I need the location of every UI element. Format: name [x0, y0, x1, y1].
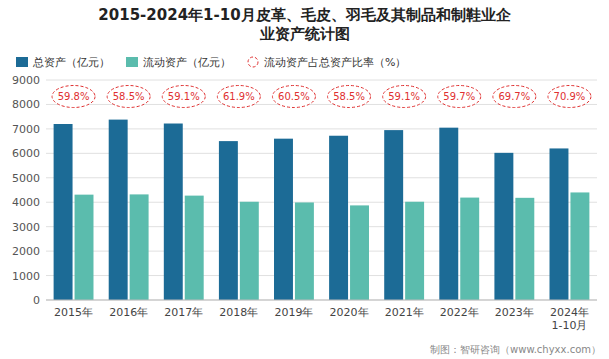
data-labels: 59.8% 58.5% 59.1% 61.9% 60.5% 58.5% 59.1% 59.7%…	[52, 86, 591, 108]
ratio-marker	[217, 86, 260, 108]
ratio-marker	[162, 86, 205, 108]
grid-line	[46, 300, 597, 301]
data-label: 61.9%	[223, 91, 255, 102]
bar	[219, 141, 238, 300]
bar	[109, 120, 128, 300]
ratio-marker	[272, 86, 315, 108]
bar	[460, 198, 479, 300]
title: 2015-2024年1-10月皮革、毛皮、羽毛及其制品和制鞋业企业资产统计图	[98, 6, 511, 43]
bar	[439, 128, 458, 300]
y-tick-label: 8000	[12, 98, 40, 111]
bar	[405, 202, 424, 300]
x-tick-label: 2017年	[164, 306, 203, 319]
x-tick-label: 2024年1-10月	[550, 306, 589, 332]
x-tick-label: 2020年	[330, 306, 369, 319]
grid-line	[46, 153, 597, 154]
bar	[515, 198, 534, 300]
y-tick-label: 7000	[12, 123, 40, 136]
y-tick-label: 0	[33, 294, 40, 307]
y-tick-label: 4000	[12, 196, 40, 209]
y-tick-label: 3000	[12, 221, 40, 234]
x-tick-label: 2019年	[274, 306, 313, 319]
grid-line	[46, 202, 597, 203]
legend-swatch	[248, 57, 258, 67]
ratio-marker	[328, 86, 371, 108]
legend-swatch	[126, 57, 138, 67]
x-axis	[46, 300, 597, 301]
ratio-marker	[383, 86, 426, 108]
bar	[384, 130, 403, 300]
bar	[75, 195, 94, 300]
bar	[130, 194, 149, 300]
ratio-marker	[438, 86, 481, 108]
data-label: 69.7%	[498, 91, 530, 102]
annotation: 制图：智研咨询（www.chyxx.com）	[430, 344, 601, 355]
y-tick-label: 9000	[12, 74, 40, 87]
x-tick-label: 2023年	[495, 306, 534, 319]
x-tick-label: 2015年	[54, 306, 93, 319]
ratio-marker	[493, 86, 536, 108]
chart: 2015-2024年1-10月皮革、毛皮、羽毛及其制品和制鞋业企业资产统计图 0 1…	[0, 0, 609, 359]
legend-label: 流动资产（亿元）	[143, 56, 231, 69]
bar	[54, 124, 73, 300]
data-label: 59.1%	[388, 91, 420, 102]
data-label: 58.5%	[333, 91, 365, 102]
y-tick-label: 2000	[12, 245, 40, 258]
y-tick-label: 1000	[12, 270, 40, 283]
x-tick-label: 2018年	[219, 306, 258, 319]
ratio-marker	[107, 86, 150, 108]
bar	[350, 205, 369, 300]
grid-line	[46, 128, 597, 129]
data-label: 70.9%	[554, 91, 586, 102]
ratio-marker	[52, 86, 95, 108]
marks	[54, 120, 590, 300]
data-label: 59.1%	[168, 91, 200, 102]
grid-line	[46, 80, 597, 81]
data-label: 58.5%	[113, 91, 145, 102]
grid-line	[46, 275, 597, 276]
grid-line	[46, 226, 597, 227]
data-label: 59.7%	[443, 91, 475, 102]
legend-swatch	[16, 57, 28, 67]
ratio-marker	[548, 86, 591, 108]
x-tick-label: 2021年	[385, 306, 424, 319]
bar	[295, 202, 314, 300]
x-tick-label: 2022年	[440, 306, 479, 319]
legend-label: 流动资产占总资产比率（%）	[264, 56, 406, 69]
grid	[46, 80, 597, 300]
bar	[550, 148, 569, 300]
legend-label: 总资产（亿元）	[32, 56, 110, 69]
data-label: 60.5%	[278, 91, 310, 102]
y-tick-label: 5000	[12, 172, 40, 185]
bar	[329, 136, 348, 300]
data-label: 59.8%	[58, 91, 90, 102]
bar	[274, 139, 293, 300]
bar	[240, 202, 259, 300]
legend: 总资产（亿元） 流动资产（亿元） 流动资产占总资产比率（%）	[16, 56, 406, 69]
bar	[494, 153, 513, 300]
bar	[570, 192, 589, 300]
bar	[164, 124, 183, 300]
y-tick-label: 6000	[12, 147, 40, 160]
bar	[185, 196, 204, 300]
grid-line	[46, 177, 597, 178]
grid-line	[46, 251, 597, 252]
x-tick-label: 2016年	[109, 306, 148, 319]
